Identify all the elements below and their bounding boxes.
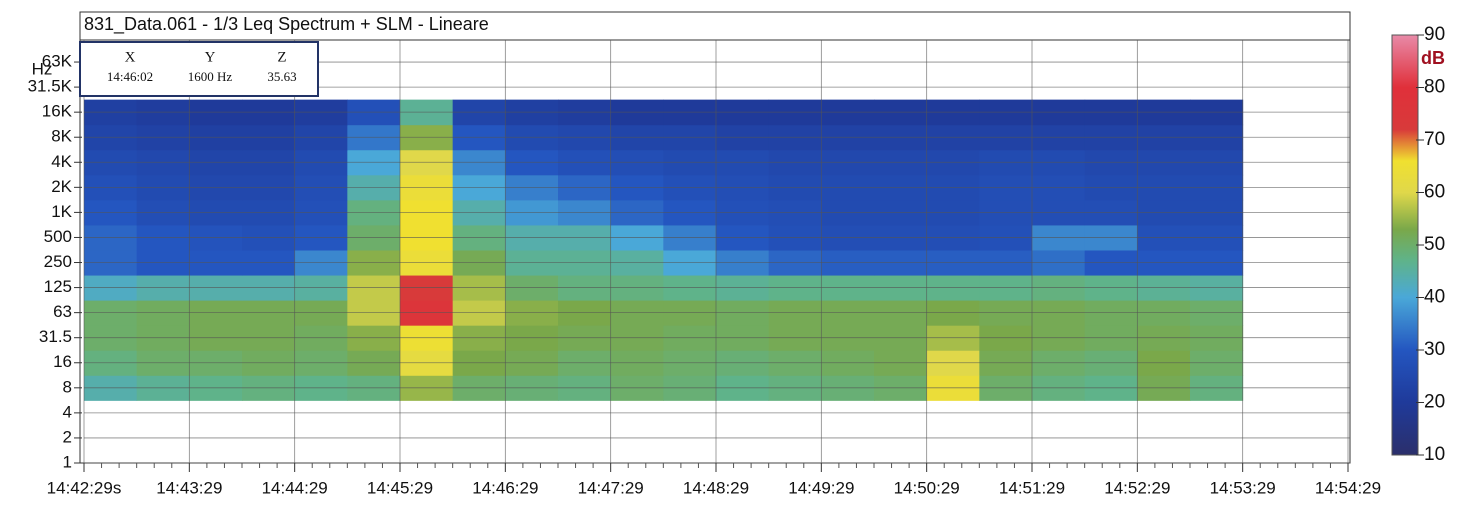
y-tick-label: 63K <box>42 52 73 71</box>
colorbar-label: dB <box>1421 48 1445 68</box>
y-tick-label: 31.5 <box>39 327 72 346</box>
heatmap <box>84 99 1244 401</box>
colorbar-tick-label: 40 <box>1424 287 1445 308</box>
y-tick-label: 31.5K <box>28 77 73 96</box>
y-tick-label: 8K <box>51 127 72 146</box>
y-tick-label: 8 <box>63 377 72 396</box>
y-tick-label: 1 <box>63 452 72 471</box>
x-tick-label: 14:49:29 <box>788 478 854 497</box>
chart-title: 831_Data.061 - 1/3 Leq Spectrum + SLM - … <box>84 14 489 35</box>
y-tick-label: 4K <box>51 152 72 171</box>
x-tick-label: 14:46:29 <box>472 478 538 497</box>
colorbar-tick-label: 20 <box>1424 392 1445 413</box>
x-tick-label: 14:54:29 <box>1315 478 1381 497</box>
colorbar-tick-label: 70 <box>1424 129 1445 150</box>
y-tick-label: 4 <box>63 402 72 421</box>
x-tick-label: 14:43:29 <box>156 478 222 497</box>
y-tick-label: 2K <box>51 177 72 196</box>
colorbar-tick-label: 10 <box>1424 444 1445 465</box>
cursor-header: Y <box>205 49 216 65</box>
colorbar-tick-label: 90 <box>1424 24 1445 45</box>
cursor-header: X <box>125 49 136 65</box>
colorbar <box>1391 34 1419 456</box>
y-tick-label: 500 <box>44 227 72 246</box>
cursor-frame <box>79 41 319 97</box>
colorbar-tick-label: 50 <box>1424 234 1445 255</box>
x-tick-label: 14:44:29 <box>262 478 328 497</box>
y-tick-label: 63 <box>53 302 72 321</box>
cursor-header: Z <box>277 49 286 65</box>
ticks: 1 2 4 8 16 31.5 63 125 250 500 1K 2K 4K 8K 16K 31.5K 63K… <box>28 52 1382 498</box>
colorbar-tick-label: 30 <box>1424 339 1445 360</box>
x-tick-label: 14:42:29s <box>47 478 122 497</box>
cursor-value: 1600 Hz <box>188 69 233 84</box>
grid <box>83 40 1350 464</box>
x-tick-label: 14:52:29 <box>1104 478 1170 497</box>
x-tick-label: 14:53:29 <box>1210 478 1276 497</box>
y-tick-label: 250 <box>44 252 72 271</box>
x-tick-label: 14:47:29 <box>578 478 644 497</box>
x-tick-label: 14:50:29 <box>894 478 960 497</box>
cursor-value: 14:46:02 <box>107 69 153 84</box>
y-tick-label: 16 <box>53 352 72 371</box>
y-tick-label: 125 <box>44 277 72 296</box>
cursor-box: X Y Z 14:46:02 1600 Hz 35.63 <box>79 41 319 97</box>
x-tick-label: 14:45:29 <box>367 478 433 497</box>
y-tick-label: 1K <box>51 202 72 221</box>
colorbar-ticks: 10 20 30 40 50 60 70 80 90 dB <box>1416 24 1445 465</box>
x-tick-label: 14:51:29 <box>999 478 1065 497</box>
x-tick-label: 14:48:29 <box>683 478 749 497</box>
y-tick-label: 16K <box>42 102 73 121</box>
colorbar-tick-label: 60 <box>1424 182 1445 203</box>
cursor-value: 35.63 <box>267 69 296 84</box>
y-tick-label: 2 <box>63 427 72 446</box>
colorbar-tick-label: 80 <box>1424 77 1445 98</box>
y-axis-label: Hz <box>32 59 53 78</box>
